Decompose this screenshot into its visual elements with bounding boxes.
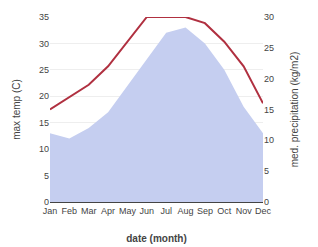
svg-text:max temp (C): max temp (C) — [11, 79, 22, 140]
svg-text:30: 30 — [39, 39, 49, 49]
svg-text:35: 35 — [39, 12, 49, 22]
svg-text:20: 20 — [264, 74, 274, 84]
svg-text:Oct: Oct — [217, 206, 232, 216]
svg-text:Nov: Nov — [236, 206, 253, 216]
svg-text:10: 10 — [264, 135, 274, 145]
svg-text:Sep: Sep — [197, 206, 213, 216]
svg-text:Jun: Jun — [140, 206, 155, 216]
svg-text:Jan: Jan — [43, 206, 58, 216]
svg-text:Jul: Jul — [160, 206, 172, 216]
svg-text:20: 20 — [39, 91, 49, 101]
svg-text:25: 25 — [264, 43, 274, 53]
svg-text:Aug: Aug — [178, 206, 194, 216]
svg-text:15: 15 — [264, 105, 274, 115]
svg-text:10: 10 — [39, 144, 49, 154]
svg-text:30: 30 — [264, 12, 274, 22]
svg-text:0: 0 — [44, 197, 49, 207]
svg-text:25: 25 — [39, 65, 49, 75]
svg-text:Apr: Apr — [101, 206, 115, 216]
svg-text:date (month): date (month) — [126, 233, 187, 244]
svg-text:Mar: Mar — [81, 206, 97, 216]
svg-text:med. precipitation (kg/m2): med. precipitation (kg/m2) — [289, 52, 300, 168]
svg-text:0: 0 — [264, 197, 269, 207]
svg-text:5: 5 — [264, 166, 269, 176]
svg-text:5: 5 — [44, 171, 49, 181]
svg-text:Dec: Dec — [255, 206, 272, 216]
svg-text:Feb: Feb — [62, 206, 78, 216]
svg-text:May: May — [119, 206, 137, 216]
svg-text:15: 15 — [39, 118, 49, 128]
